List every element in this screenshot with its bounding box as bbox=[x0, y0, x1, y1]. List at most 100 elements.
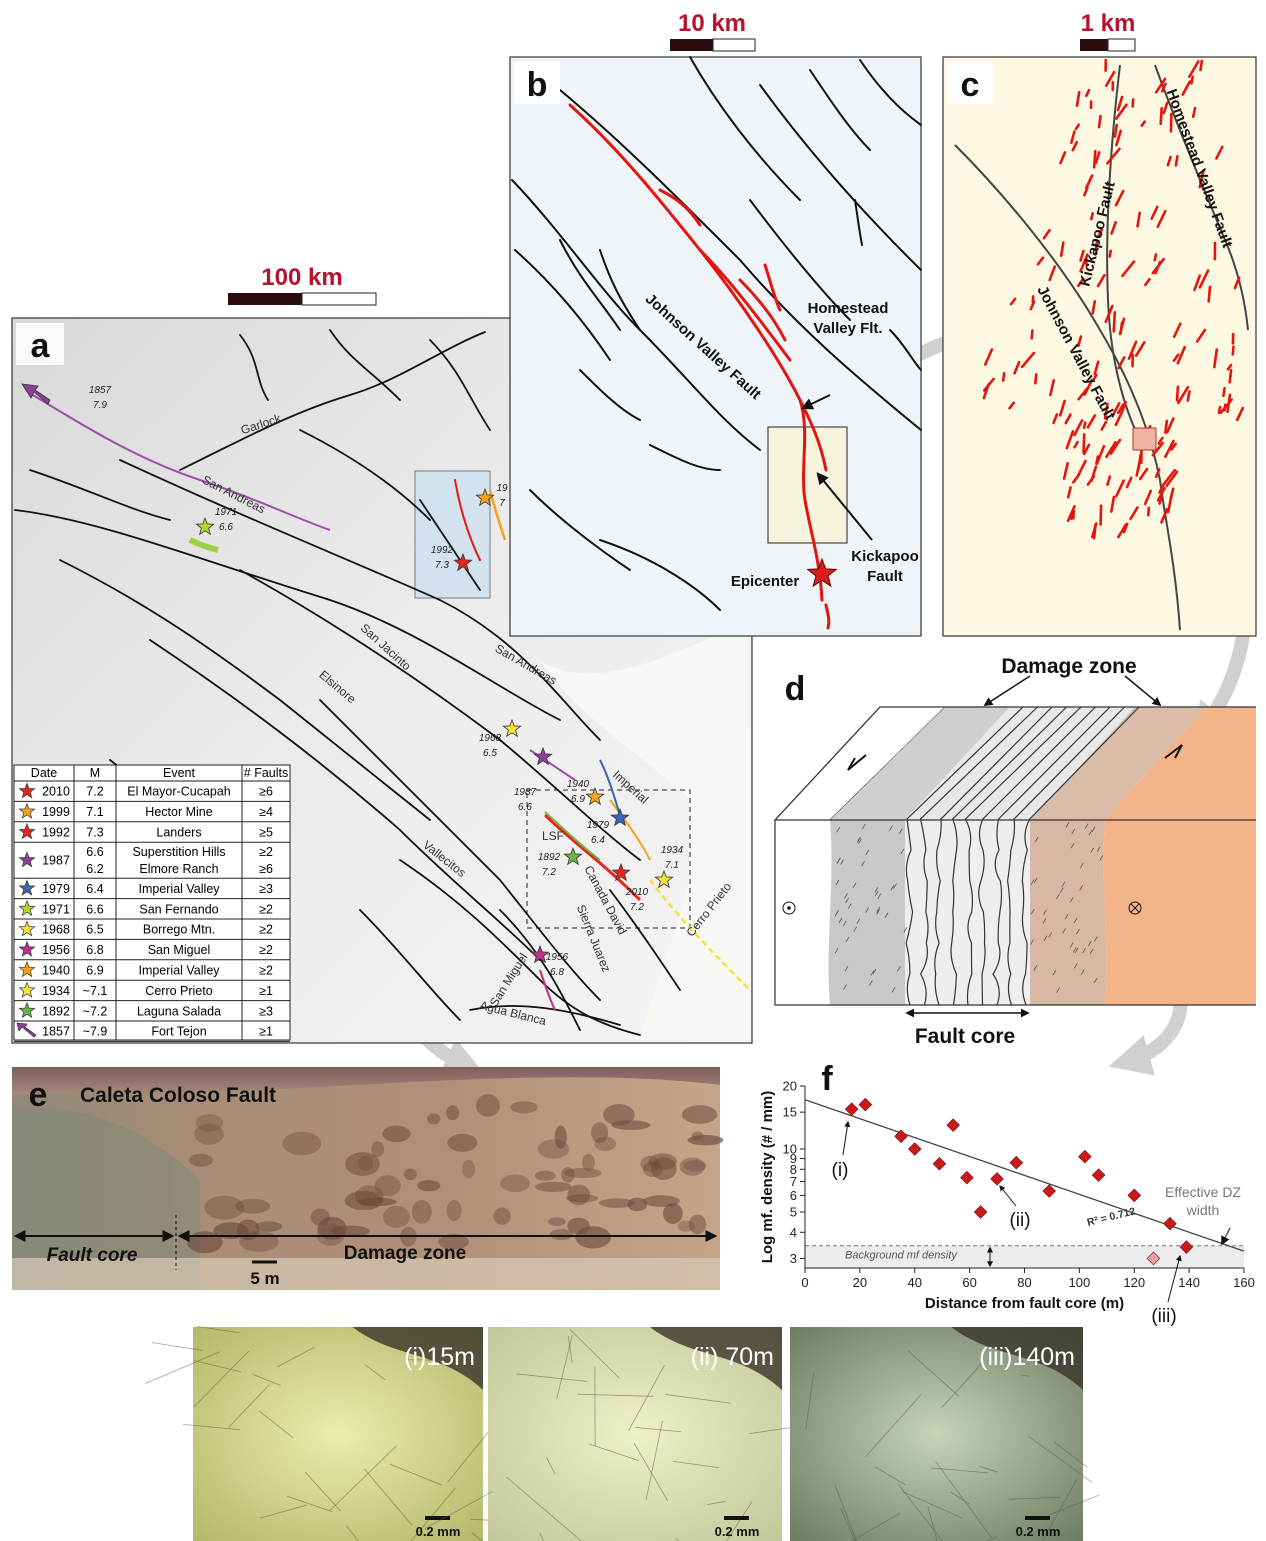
scale-bar bbox=[670, 39, 713, 51]
data-point bbox=[907, 1142, 922, 1156]
rupture bbox=[1109, 438, 1122, 455]
rupture bbox=[1151, 441, 1164, 457]
x-tick-label: 140 bbox=[1178, 1275, 1200, 1290]
micrograph bbox=[672, 1461, 720, 1469]
rupture bbox=[1186, 390, 1191, 402]
fault-line bbox=[319, 699, 601, 1001]
data-point bbox=[946, 1118, 960, 1132]
fabric-mark bbox=[1052, 969, 1057, 976]
scale-label: 10 km bbox=[678, 10, 746, 37]
micrograph bbox=[649, 1327, 782, 1390]
event-year: 1968 bbox=[479, 733, 502, 744]
core-lines bbox=[834, 706, 1140, 1006]
rupture bbox=[1001, 371, 1006, 382]
rupture bbox=[1170, 442, 1177, 451]
rupture bbox=[1108, 249, 1113, 258]
fault-line bbox=[14, 509, 561, 721]
fabric-mark bbox=[1061, 881, 1066, 888]
event-star bbox=[530, 944, 550, 964]
table-cell: 6.6 bbox=[86, 902, 103, 916]
fabric-mark bbox=[872, 968, 877, 975]
fault-line bbox=[59, 559, 431, 821]
rupture bbox=[1228, 368, 1233, 384]
fabric-mark bbox=[1087, 940, 1092, 947]
table-cell: ≥2 bbox=[259, 923, 273, 937]
micrograph bbox=[577, 1393, 654, 1397]
rupture bbox=[1162, 101, 1169, 115]
scale-bar bbox=[1107, 38, 1136, 52]
inset-box bbox=[1132, 427, 1157, 451]
scale-label: 5 m bbox=[250, 1269, 279, 1288]
event-magnitude: 6.6 bbox=[219, 522, 233, 533]
rupture bbox=[1074, 123, 1081, 131]
fabric-mark bbox=[1056, 987, 1060, 993]
block-top bbox=[830, 707, 1010, 820]
x-tick-label: 120 bbox=[1123, 1275, 1145, 1290]
fabric-mark bbox=[834, 947, 839, 954]
micrograph bbox=[834, 1484, 857, 1541]
photo bbox=[427, 1113, 441, 1125]
photo bbox=[547, 1217, 566, 1227]
zone-label: Fault core bbox=[47, 1245, 138, 1266]
fabric-mark bbox=[1084, 823, 1089, 829]
micrograph bbox=[865, 1394, 922, 1458]
photo bbox=[564, 1167, 602, 1179]
fabric-mark bbox=[874, 887, 879, 893]
scale-label: 0.2 mm bbox=[715, 1524, 760, 1539]
x-tick-label: 40 bbox=[908, 1275, 922, 1290]
micrograph bbox=[352, 1327, 483, 1390]
data-point bbox=[1009, 1155, 1024, 1170]
photo bbox=[417, 1180, 441, 1192]
core-line bbox=[950, 706, 1067, 1006]
micrograph bbox=[950, 1491, 970, 1505]
fabric-mark bbox=[893, 883, 897, 889]
label-bg bbox=[514, 62, 560, 104]
photo bbox=[475, 1094, 501, 1117]
micrograph bbox=[665, 1394, 732, 1404]
photo bbox=[187, 1094, 724, 1254]
micrograph bbox=[182, 1423, 241, 1431]
rupture bbox=[1127, 340, 1138, 360]
micrograph bbox=[546, 1457, 556, 1475]
table-bg bbox=[13, 764, 291, 1041]
micrograph bbox=[645, 1420, 663, 1501]
rupture bbox=[1235, 406, 1245, 422]
rupture bbox=[1094, 241, 1098, 255]
event-year: 1857 bbox=[89, 385, 112, 396]
fault-line bbox=[749, 199, 851, 321]
event-magnitude: 7.1 bbox=[665, 860, 679, 871]
table-cell: 1968 bbox=[42, 923, 70, 937]
fault-line bbox=[419, 499, 481, 591]
table-cell: 6.8 bbox=[86, 943, 103, 957]
event-year: 1956 bbox=[546, 952, 569, 963]
y-tick-label: 20 bbox=[783, 1079, 797, 1094]
fault-line bbox=[809, 69, 871, 151]
label-bg bbox=[16, 323, 64, 365]
rupture bbox=[1159, 107, 1163, 126]
photo bbox=[537, 1139, 570, 1159]
core-line bbox=[992, 706, 1111, 1006]
fault-line bbox=[1106, 64, 1141, 441]
rupture bbox=[1013, 360, 1021, 375]
dz-label: Effective DZ bbox=[1165, 1184, 1241, 1200]
table-cell: 7.3 bbox=[86, 826, 103, 840]
fault-line bbox=[239, 569, 641, 861]
rupture bbox=[1191, 106, 1197, 119]
dz-label: width bbox=[1186, 1202, 1220, 1218]
micrograph bbox=[471, 1531, 483, 1541]
rupture bbox=[1030, 329, 1034, 340]
rupture bbox=[539, 969, 556, 1011]
pointer bbox=[1124, 675, 1162, 707]
rupture bbox=[1073, 440, 1079, 449]
table-cell: ≥1 bbox=[259, 984, 273, 998]
scale-label: 0.2 mm bbox=[1016, 1524, 1061, 1539]
table-header: Event bbox=[163, 766, 195, 780]
fabric-mark bbox=[837, 857, 841, 863]
rupture bbox=[27, 391, 331, 531]
table-marker bbox=[18, 851, 36, 868]
photo bbox=[687, 1134, 724, 1146]
fabric-mark bbox=[1056, 893, 1060, 900]
panel-f: f Background mf density 0 20 40 60 80 100 120 14… bbox=[759, 1060, 1255, 1327]
table-marker bbox=[18, 981, 36, 998]
panel-c: 1 km c Kickapoo Fault Homestead Valley F… bbox=[942, 10, 1257, 637]
